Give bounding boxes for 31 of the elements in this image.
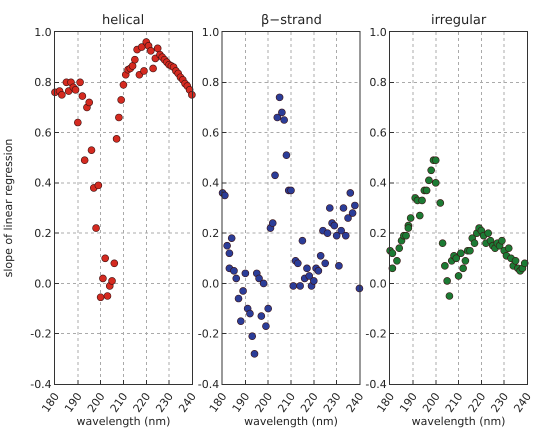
y-tick-label: 1.0 — [34, 26, 52, 39]
y-tick-label: -0.2 — [30, 328, 52, 341]
y-tick-label: 0.4 — [202, 176, 220, 190]
y-tick-label: 0.8 — [202, 76, 220, 90]
y-tick-label: 0.2 — [202, 226, 220, 240]
x-axis-title: wavelength (nm) — [244, 414, 338, 428]
y-tick-label: -0.4 — [30, 378, 52, 391]
y-tick-label: 0.8 — [34, 76, 52, 90]
y-tick-label: 0.0 — [34, 277, 52, 290]
y-tick-label: 0.0 — [202, 277, 220, 290]
x-axis-title: wavelength (nm) — [76, 414, 170, 428]
y-tick-label: 0.4 — [369, 176, 387, 190]
chart-title: helical — [102, 13, 144, 28]
y-tick-label: 0.0 — [369, 277, 387, 290]
y-tick-label: -0.2 — [365, 328, 387, 341]
x-axis-title: wavelength (nm) — [412, 414, 506, 428]
y-tick-label: -0.2 — [198, 328, 220, 341]
y-tick-label: 0.6 — [34, 126, 52, 140]
y-tick-label: 0.8 — [369, 76, 387, 90]
y-tick-label: -0.4 — [365, 378, 387, 391]
y-tick-label: 1.0 — [202, 26, 220, 39]
y-axis-title: slope of linear regression — [2, 138, 15, 278]
y-tick-label: 0.4 — [34, 176, 52, 190]
y-tick-label: 0.2 — [34, 226, 52, 240]
y-tick-label: -0.4 — [198, 378, 220, 391]
chart-title: irregular — [431, 13, 487, 28]
y-tick-label: 1.0 — [369, 26, 387, 39]
y-tick-label: 0.6 — [202, 126, 220, 140]
y-tick-label: 0.6 — [369, 126, 387, 140]
y-tick-label: 0.2 — [369, 226, 387, 240]
chart-title: β−strand — [261, 13, 322, 28]
